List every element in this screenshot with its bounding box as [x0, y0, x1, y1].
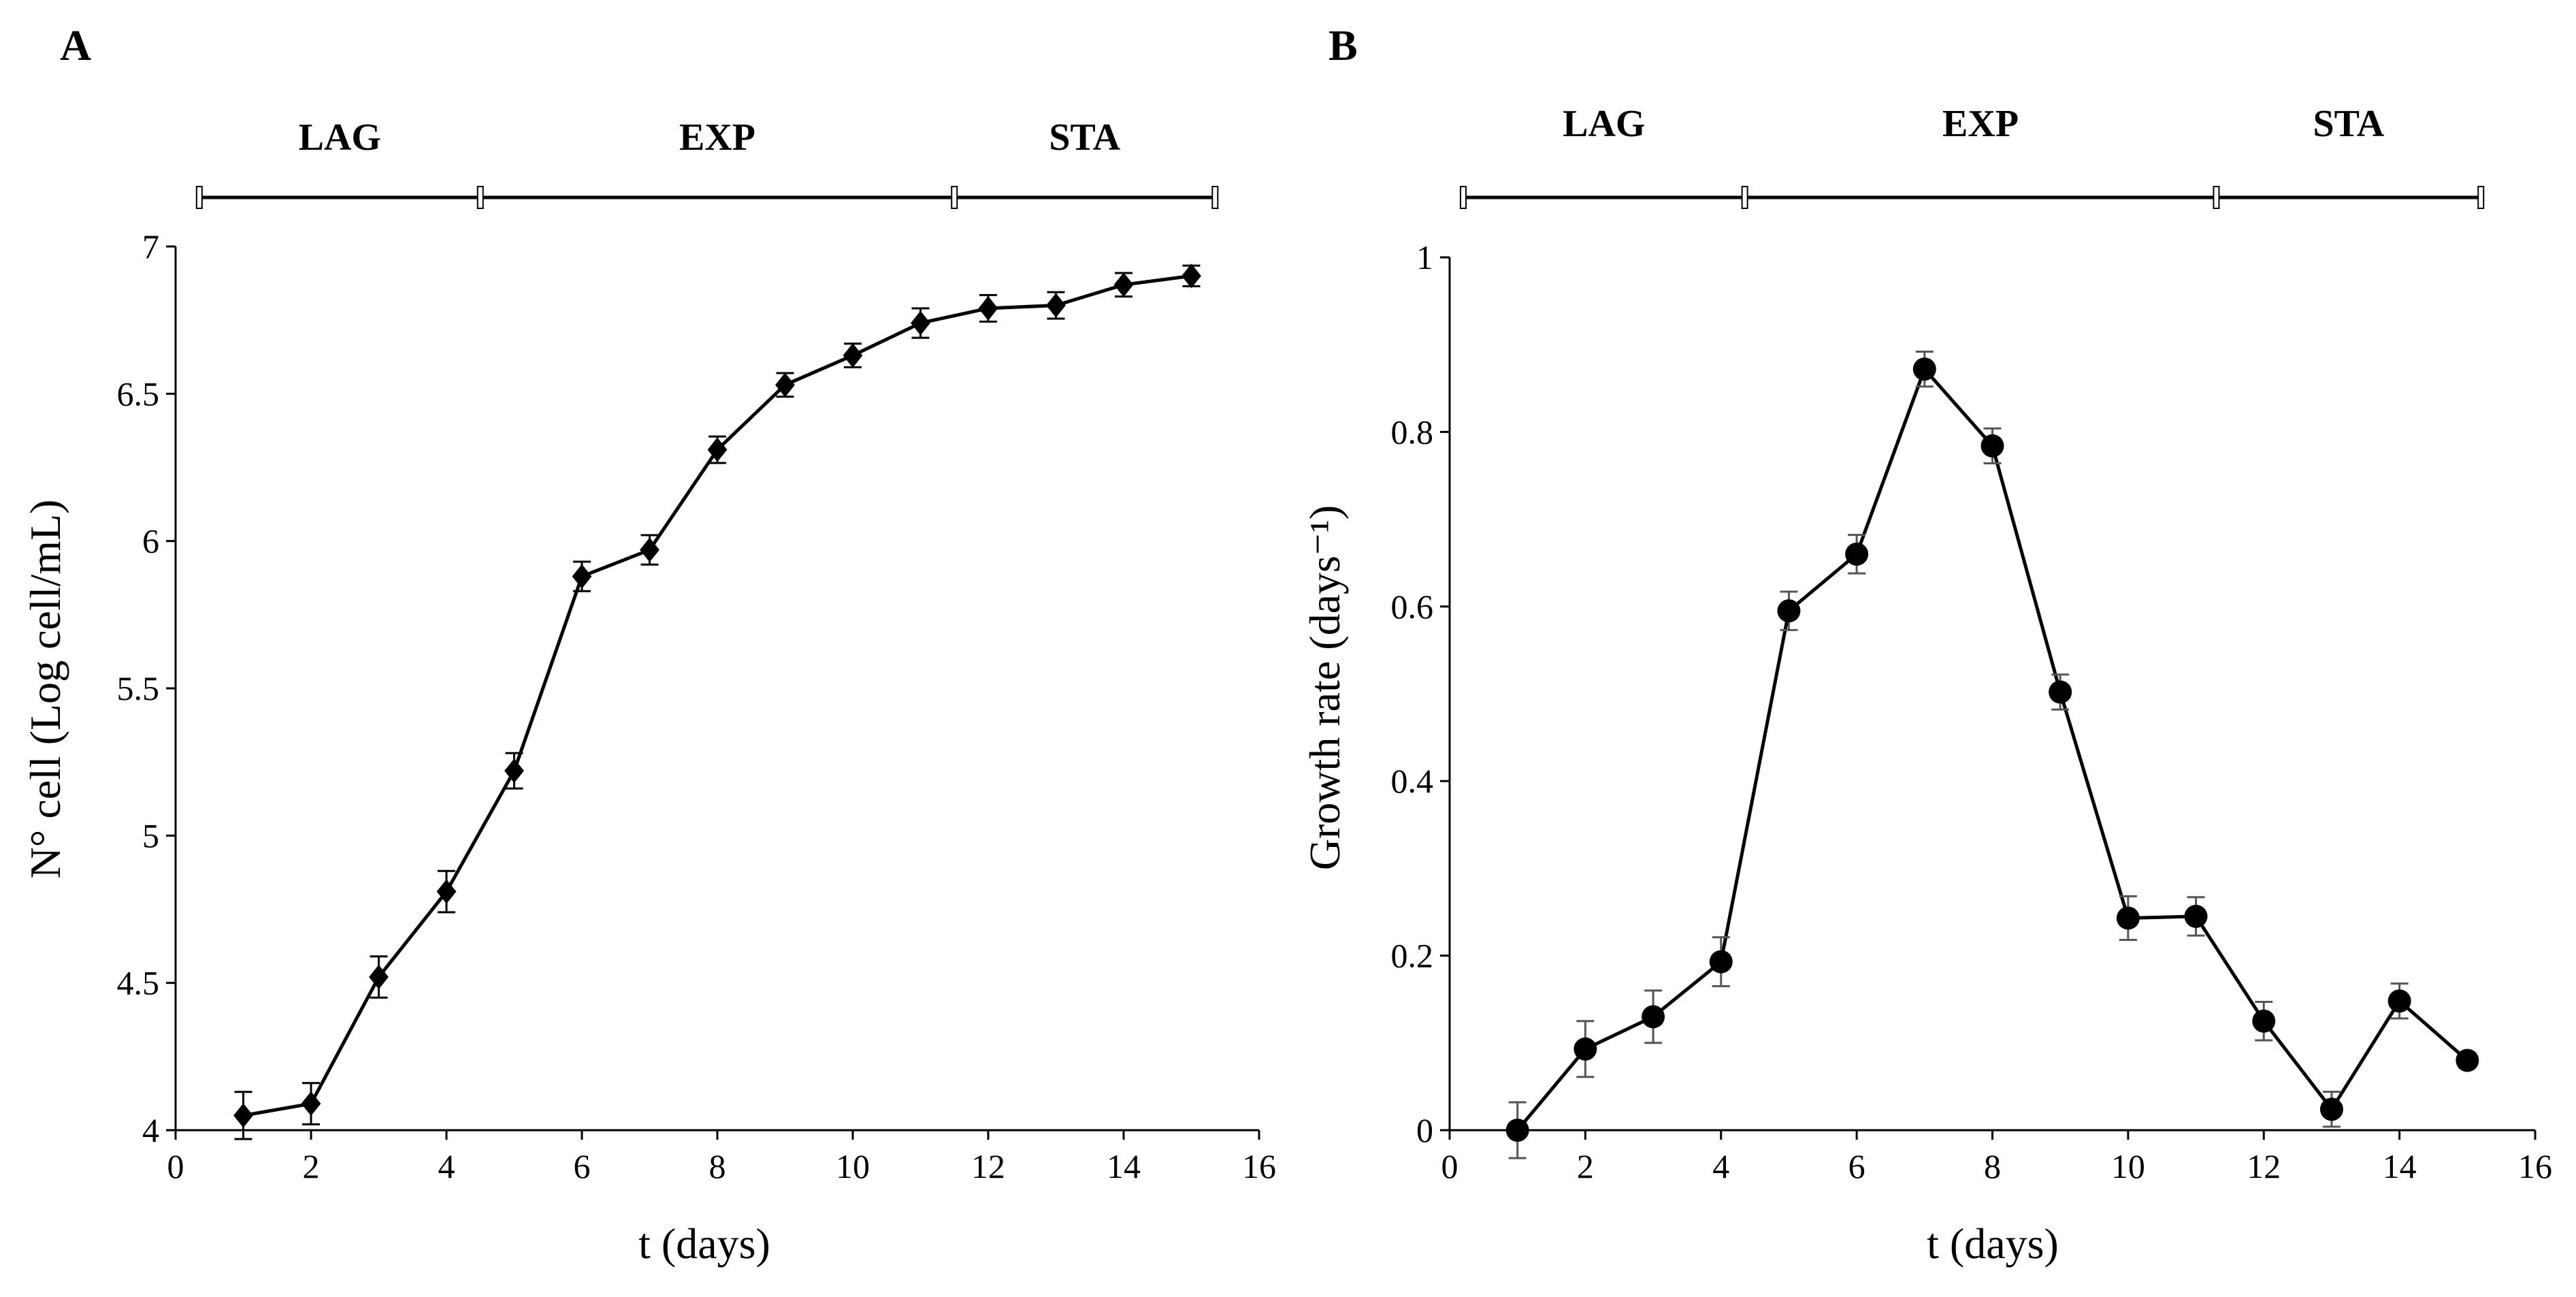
panel-b-y-axis-title-text: Growth rate (days⁻¹): [1301, 505, 1349, 870]
panel-a-x-tick-label: 16: [1242, 1147, 1276, 1185]
panel-b-data-point: [1845, 542, 1869, 566]
panel-b-axes: [1448, 257, 2535, 1132]
panel-b-x-tick-label: 10: [2111, 1147, 2145, 1185]
panel-b-phase-boundary-marker: [1741, 186, 1748, 209]
panel-a-phase-boundary-marker: [476, 186, 484, 209]
panel-b-data-point: [1505, 1119, 1529, 1142]
panel-a-data-point: [369, 965, 389, 990]
panel-a-x-tick-label: 0: [167, 1147, 184, 1185]
panel-b-y-axis-title: Growth rate (days⁻¹): [1301, 505, 1349, 870]
panel-a-y-tick-label: 5: [142, 816, 159, 854]
panel-b-phase-label-exp: EXP: [1942, 103, 2019, 145]
panel-b-x-tick-label: 0: [1441, 1147, 1458, 1185]
panel-a-phase-label-sta: STA: [1049, 116, 1120, 159]
panel-b-ticks: 0 2 4 6 8 10 12 14 16 0 0.2 0.4 0.6 0.8 1: [1391, 238, 2553, 1185]
panel-a-letter: A: [60, 21, 91, 69]
panel-b-phase-label-lag: LAG: [1563, 103, 1645, 145]
panel-a-phase-label-exp: EXP: [679, 116, 755, 159]
panel-b-phase-boundary-marker: [2213, 186, 2220, 209]
panel-a-series-line: [243, 274, 1192, 1117]
panel-b-data-point: [2387, 989, 2411, 1013]
panel-b-x-axis-title: t (days): [1927, 1219, 2059, 1268]
panel-a-data-point: [1181, 263, 1201, 289]
panel-b-x-tick-label: 8: [1984, 1147, 2001, 1185]
panel-b-data-point: [1777, 599, 1801, 623]
panel-b-data-point: [2319, 1098, 2343, 1121]
panel-b-phase-bar: LAG EXP STA: [1459, 103, 2485, 209]
panel-a-ticks: 0 2 4 6 8 10 12 14 16 4 4.5 5 5.5 6 6.5 7: [117, 227, 1277, 1185]
panel-a-data-point: [233, 1103, 253, 1128]
panel-a-phase-boundary-marker: [951, 186, 958, 209]
panel-a-x-axis-title: t (days): [638, 1219, 770, 1268]
panel-a-plot-area: [233, 263, 1201, 1140]
panel-b-x-tick-label: 4: [1712, 1147, 1729, 1185]
panel-b-y-tick-label: 1: [1416, 238, 1433, 276]
panel-b-data-point: [1642, 1005, 1665, 1029]
panel-a-data-point: [504, 758, 524, 784]
panel-b-data-point: [2456, 1048, 2479, 1072]
panel-a-data-point: [436, 879, 457, 904]
panel-b-data-point: [2116, 906, 2140, 930]
panel-b-y-tick-label: 0.6: [1391, 588, 1434, 626]
panel-a-data-point: [1113, 272, 1134, 298]
panel-b-phase-label-sta: STA: [2313, 103, 2384, 145]
panel-b-x-tick-label: 14: [2383, 1147, 2417, 1185]
panel-a-data-point: [843, 343, 863, 368]
panel-a-x-tick-label: 14: [1107, 1147, 1141, 1185]
panel-b-data-point: [1574, 1037, 1597, 1061]
panel-b-data-point: [1980, 434, 2004, 458]
panel-a-y-tick-label: 4.5: [117, 964, 160, 1002]
panel-a-phase-boundary-marker: [195, 186, 203, 209]
panel-a-phase-label-lag: LAG: [299, 116, 381, 159]
panel-a-y-tick-label: 4: [142, 1111, 159, 1149]
panel-a-data-point: [572, 564, 592, 589]
panel-a-axes: [174, 246, 1259, 1132]
panel-b-data-point: [2049, 680, 2072, 704]
panel-b-y-tick-label: 0.8: [1391, 413, 1434, 451]
panel-a-data-point: [707, 437, 728, 462]
panel-b-x-tick-label: 12: [2247, 1147, 2281, 1185]
panel-a-x-tick-label: 10: [836, 1147, 870, 1185]
panel-b-x-tick-label: 2: [1577, 1147, 1594, 1185]
panel-b-data-point: [1912, 357, 1936, 381]
panel-a-data-point: [640, 537, 659, 562]
panel-a-y-tick-label: 7: [142, 227, 159, 266]
panel-b-data-point: [2184, 904, 2208, 928]
panel-b-y-tick-label: 0.2: [1391, 937, 1434, 975]
panel-a: A LAG EXP STA 0 2 4 6 8 10 12 14 16 4 4.5 5 5.5 6 6.5 7 t…: [21, 21, 1276, 1268]
panel-b: B LAG EXP STA 0 2 4 6 8 10 12 14 1600.20.40.60.81 …: [1301, 21, 2552, 1268]
panel-a-x-tick-label: 8: [709, 1147, 726, 1185]
panel-b-x-tick-label: 16: [2518, 1147, 2552, 1185]
panel-b-phase-boundary-marker: [2477, 186, 2485, 209]
panel-b-data-point: [2252, 1009, 2276, 1033]
panel-a-y-tick-label: 5.5: [117, 669, 160, 707]
panel-a-x-tick-label: 2: [303, 1147, 320, 1185]
panel-a-y-axis-title: N° cell (Log cell/mL): [21, 500, 69, 879]
panel-b-plot-area: [1505, 350, 2479, 1159]
panel-b-letter: B: [1328, 21, 1358, 69]
panel-a-x-tick-label: 12: [971, 1147, 1005, 1185]
panel-a-data-point: [775, 372, 795, 398]
panel-a-y-tick-label: 6.5: [117, 374, 160, 413]
panel-b-phase-boundary-marker: [1459, 186, 1467, 209]
panel-b-x-tick-label: 6: [1848, 1147, 1865, 1185]
panel-b-y-tick-label: 0: [1416, 1111, 1433, 1149]
panel-a-y-tick-label: 6: [142, 522, 159, 560]
panel-a-x-tick-label: 6: [574, 1147, 591, 1185]
panel-a-phase-bar: LAG EXP STA: [195, 116, 1219, 209]
panel-b-data-point: [1709, 950, 1733, 974]
panel-a-data-point: [1046, 293, 1066, 318]
panel-b-y-tick-label: 0.4: [1391, 762, 1434, 800]
panel-a-data-point: [301, 1091, 321, 1117]
panel-a-data-point: [911, 310, 930, 336]
panel-a-x-tick-label: 4: [438, 1147, 455, 1185]
panel-a-phase-boundary-marker: [1211, 186, 1219, 209]
panel-a-data-point: [978, 295, 998, 321]
